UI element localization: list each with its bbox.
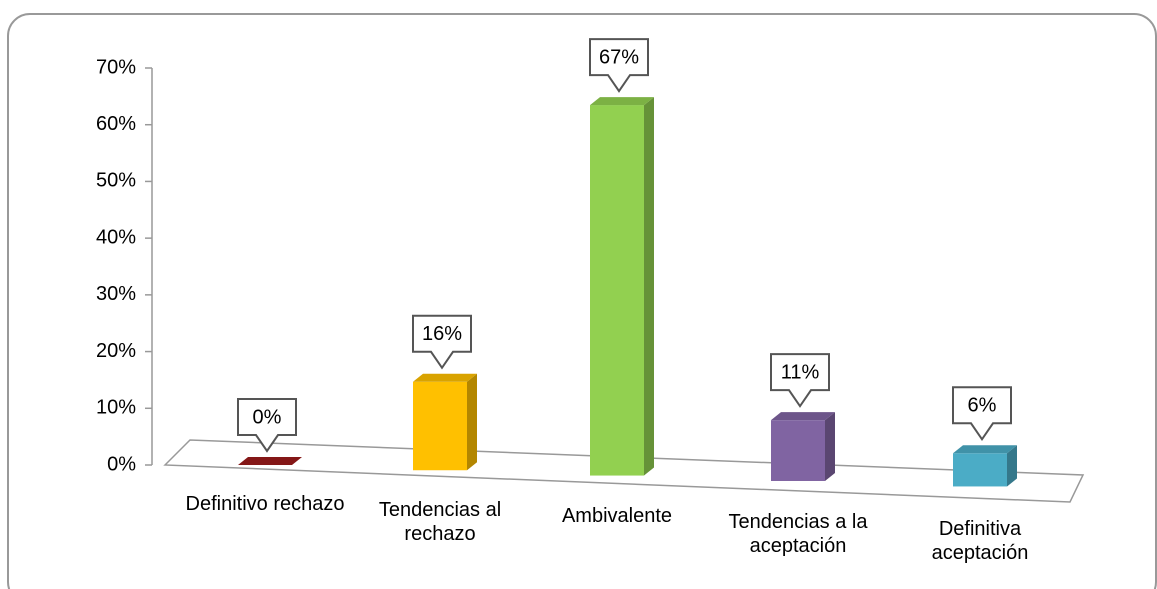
x-tick-label: Definitiva aceptación xyxy=(931,517,1029,564)
y-tick-label: 40% xyxy=(96,226,136,248)
bar-side xyxy=(467,373,477,471)
y-tick-label: 60% xyxy=(96,113,136,135)
bar xyxy=(953,453,1007,487)
x-tick-label: Ambivalente xyxy=(561,504,673,527)
bar xyxy=(413,381,467,471)
bar-top xyxy=(953,445,1017,454)
value-callout xyxy=(952,386,1012,442)
value-label: 0% xyxy=(253,406,282,428)
y-tick-label: 50% xyxy=(96,170,136,192)
bar xyxy=(771,420,825,481)
bar xyxy=(590,105,644,476)
value-label: 16% xyxy=(422,323,462,345)
bar-top xyxy=(413,373,477,382)
y-tick-label: 10% xyxy=(96,397,136,419)
bar-side xyxy=(644,97,654,476)
x-tick-label: Tendencias al rechazo xyxy=(378,498,502,545)
value-callout xyxy=(770,353,830,408)
value-callout xyxy=(237,398,297,453)
bar-side xyxy=(825,412,835,481)
bar-top xyxy=(238,457,302,465)
bar-side xyxy=(1007,445,1017,487)
x-tick-label: Definitivo rechazo xyxy=(185,492,345,515)
x-tick-label: Tendencias a la aceptación xyxy=(728,511,868,558)
bar-top xyxy=(771,412,835,421)
y-tick-label: 0% xyxy=(107,453,136,475)
value-label: 67% xyxy=(599,46,639,68)
bar-top xyxy=(590,97,654,106)
value-callout xyxy=(412,314,472,370)
y-tick-label: 30% xyxy=(96,283,136,305)
value-callout xyxy=(589,38,649,93)
value-label: 6% xyxy=(968,395,997,417)
y-tick-label: 70% xyxy=(96,56,136,78)
y-tick-label: 20% xyxy=(96,340,136,362)
value-label: 11% xyxy=(781,361,820,383)
